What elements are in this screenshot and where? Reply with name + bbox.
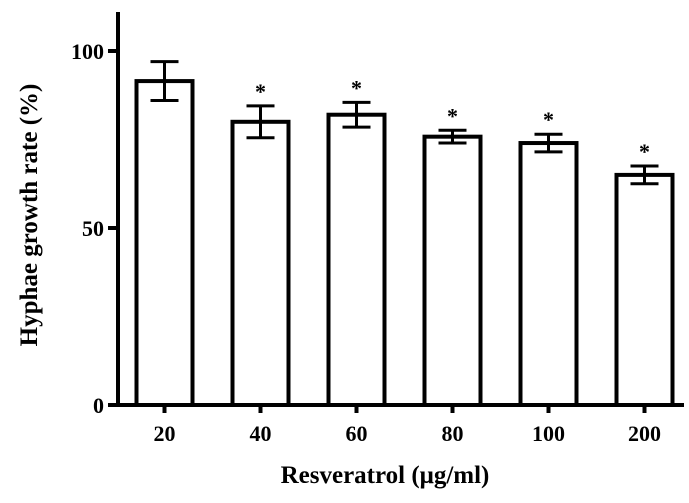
x-ticks-layer: 20 40 60 80 100 200 bbox=[154, 405, 661, 446]
error-bars-layer bbox=[150, 60, 659, 186]
bar-20 bbox=[134, 79, 195, 407]
significance-label-200: * bbox=[639, 139, 650, 164]
bar-200 bbox=[614, 172, 675, 407]
x-tick-label-200: 200 bbox=[628, 421, 661, 446]
error-bar-40 bbox=[246, 104, 275, 140]
bar-60 bbox=[326, 112, 387, 407]
significance-label-80: * bbox=[447, 103, 458, 128]
bars-layer bbox=[134, 79, 675, 408]
significance-layer: * * * * * bbox=[255, 75, 650, 164]
y-tick-label-100: 100 bbox=[71, 39, 104, 64]
axes-layer bbox=[116, 12, 684, 407]
y-tick-label-50: 50 bbox=[82, 216, 104, 241]
bar-100 bbox=[518, 141, 579, 407]
x-tick-label-20: 20 bbox=[154, 421, 176, 446]
x-tick-label-80: 80 bbox=[442, 421, 464, 446]
significance-label-40: * bbox=[255, 79, 266, 104]
error-bar-200 bbox=[630, 164, 659, 186]
bar-80 bbox=[422, 134, 483, 407]
significance-label-60: * bbox=[351, 75, 362, 100]
y-tick-label-0: 0 bbox=[93, 393, 104, 418]
x-tick-label-100: 100 bbox=[532, 421, 565, 446]
x-axis-title: Resveratrol (μg/ml) bbox=[281, 462, 490, 489]
significance-label-100: * bbox=[543, 107, 554, 132]
error-bar-80 bbox=[438, 128, 467, 145]
error-bar-60 bbox=[342, 100, 371, 129]
y-ticks-layer: 0 50 100 bbox=[71, 39, 118, 418]
x-tick-label-40: 40 bbox=[250, 421, 272, 446]
y-axis-title: Hyphae growth rate (%) bbox=[16, 84, 43, 347]
bar-40 bbox=[230, 119, 291, 408]
error-bar-20 bbox=[150, 60, 179, 103]
x-tick-label-60: 60 bbox=[346, 421, 368, 446]
error-bar-100 bbox=[534, 132, 563, 154]
